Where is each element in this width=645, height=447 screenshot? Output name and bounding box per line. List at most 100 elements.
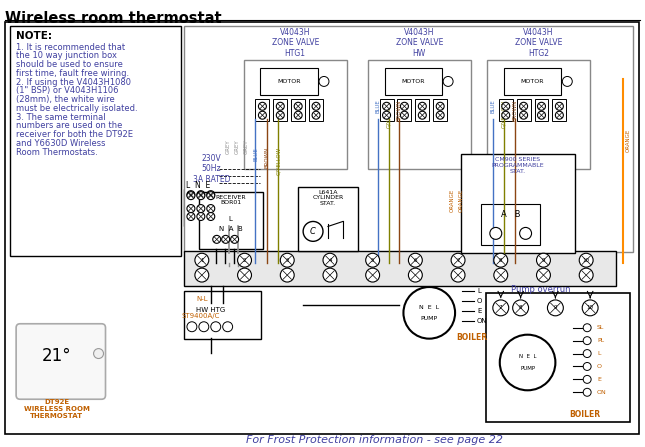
Circle shape bbox=[382, 111, 390, 119]
Circle shape bbox=[419, 102, 426, 110]
Text: BLUE: BLUE bbox=[375, 99, 380, 113]
Text: NOTE:: NOTE: bbox=[16, 31, 52, 41]
Bar bbox=[244, 59, 347, 169]
Text: G/YELLOW: G/YELLOW bbox=[276, 147, 281, 175]
Circle shape bbox=[187, 322, 197, 332]
Circle shape bbox=[537, 253, 550, 267]
Circle shape bbox=[555, 111, 563, 119]
Circle shape bbox=[520, 228, 531, 239]
Circle shape bbox=[582, 300, 598, 316]
Text: receiver for both the DT92E: receiver for both the DT92E bbox=[16, 130, 133, 139]
Circle shape bbox=[451, 268, 465, 282]
Text: 8: 8 bbox=[499, 258, 502, 263]
Circle shape bbox=[319, 76, 329, 86]
Text: and Y6630D Wireless: and Y6630D Wireless bbox=[16, 139, 106, 148]
Circle shape bbox=[583, 350, 591, 358]
Circle shape bbox=[294, 111, 302, 119]
Text: V4043H
ZONE VALVE
HW: V4043H ZONE VALVE HW bbox=[395, 28, 443, 58]
Bar bbox=[517, 99, 531, 121]
Text: BROWN: BROWN bbox=[265, 147, 270, 168]
Text: L: L bbox=[229, 215, 233, 222]
Circle shape bbox=[403, 287, 455, 339]
Bar bbox=[397, 99, 412, 121]
Text: BLUE: BLUE bbox=[254, 147, 259, 161]
Text: O: O bbox=[477, 298, 482, 304]
Bar bbox=[30, 335, 84, 372]
Circle shape bbox=[187, 212, 195, 220]
Text: BLUE: BLUE bbox=[490, 99, 495, 113]
Circle shape bbox=[451, 253, 465, 267]
Circle shape bbox=[583, 337, 591, 345]
Bar bbox=[291, 99, 305, 121]
Text: 1. It is recommended that: 1. It is recommended that bbox=[16, 43, 125, 52]
Circle shape bbox=[187, 192, 195, 200]
Bar bbox=[487, 59, 590, 169]
Circle shape bbox=[222, 236, 230, 243]
Text: ON: ON bbox=[477, 318, 488, 324]
Circle shape bbox=[583, 375, 591, 384]
Circle shape bbox=[276, 102, 284, 110]
Text: BROWN: BROWN bbox=[397, 99, 402, 121]
Text: MOTOR: MOTOR bbox=[521, 79, 544, 84]
Circle shape bbox=[211, 322, 221, 332]
Circle shape bbox=[366, 268, 380, 282]
Circle shape bbox=[500, 335, 555, 390]
Text: first time, fault free wiring.: first time, fault free wiring. bbox=[16, 69, 129, 78]
Text: N  E  L: N E L bbox=[519, 354, 537, 359]
Circle shape bbox=[207, 192, 215, 200]
Bar bbox=[552, 99, 566, 121]
Circle shape bbox=[555, 102, 563, 110]
Text: G/YELLOW: G/YELLOW bbox=[501, 99, 506, 127]
Bar bbox=[199, 192, 263, 249]
Circle shape bbox=[312, 111, 320, 119]
Text: numbers are used on the: numbers are used on the bbox=[16, 122, 123, 131]
Circle shape bbox=[579, 253, 593, 267]
Text: RECEIVER
BOR01: RECEIVER BOR01 bbox=[215, 194, 246, 206]
Bar bbox=[184, 251, 616, 286]
Text: L  N  E: L N E bbox=[186, 181, 210, 190]
Text: 3. The same terminal: 3. The same terminal bbox=[16, 113, 106, 122]
Text: the 10 way junction box: the 10 way junction box bbox=[16, 51, 117, 60]
Circle shape bbox=[187, 191, 195, 198]
Circle shape bbox=[213, 236, 221, 243]
Text: L: L bbox=[477, 288, 481, 294]
Text: 4: 4 bbox=[328, 258, 332, 263]
Text: N-L: N-L bbox=[196, 296, 208, 302]
Bar bbox=[481, 203, 541, 245]
Text: 21°: 21° bbox=[42, 346, 72, 365]
Circle shape bbox=[207, 205, 215, 212]
Text: BOILER: BOILER bbox=[457, 333, 488, 342]
Circle shape bbox=[281, 253, 294, 267]
Text: L: L bbox=[597, 351, 600, 356]
Bar bbox=[184, 291, 261, 339]
Circle shape bbox=[197, 205, 205, 212]
Circle shape bbox=[548, 300, 563, 316]
Text: 8: 8 bbox=[519, 305, 522, 310]
Circle shape bbox=[197, 212, 205, 220]
Text: 2: 2 bbox=[243, 258, 246, 263]
Text: ORANGE: ORANGE bbox=[450, 189, 455, 212]
Circle shape bbox=[520, 102, 528, 110]
Circle shape bbox=[436, 102, 444, 110]
Text: should be used to ensure: should be used to ensure bbox=[16, 60, 123, 69]
Text: 6: 6 bbox=[413, 258, 417, 263]
Text: C: C bbox=[310, 227, 316, 236]
Text: 2. If using the V4043H1080: 2. If using the V4043H1080 bbox=[16, 78, 131, 87]
Text: For Frost Protection information - see page 22: For Frost Protection information - see p… bbox=[246, 435, 502, 445]
Bar bbox=[184, 26, 633, 252]
Text: N  A  B: N A B bbox=[219, 227, 243, 232]
Circle shape bbox=[537, 111, 546, 119]
Text: 1: 1 bbox=[200, 258, 204, 263]
Text: 9: 9 bbox=[542, 258, 545, 263]
Circle shape bbox=[537, 102, 546, 110]
Circle shape bbox=[408, 253, 422, 267]
Bar bbox=[533, 353, 548, 372]
Text: O: O bbox=[597, 364, 602, 369]
Circle shape bbox=[579, 268, 593, 282]
Circle shape bbox=[207, 191, 215, 198]
Bar bbox=[380, 99, 393, 121]
Text: PUMP: PUMP bbox=[520, 366, 535, 371]
Text: MOTOR: MOTOR bbox=[402, 79, 425, 84]
Text: 10: 10 bbox=[582, 258, 590, 263]
Bar bbox=[412, 305, 423, 321]
